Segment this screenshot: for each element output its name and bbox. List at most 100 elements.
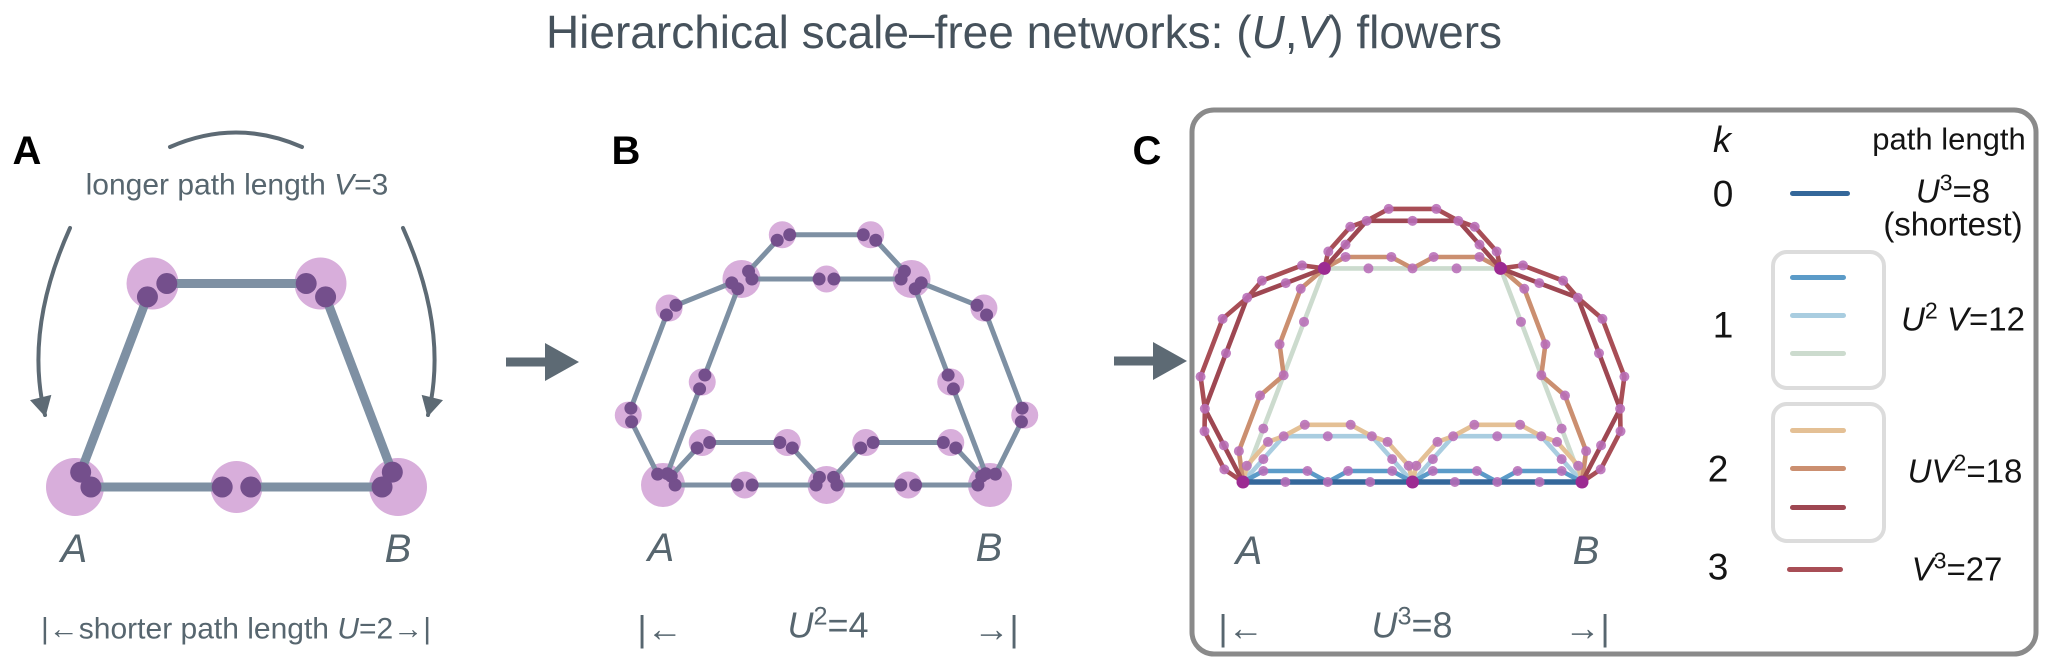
network-node [1432, 436, 1443, 447]
network-node [1619, 371, 1630, 382]
network-node [1540, 339, 1551, 350]
network-node [1255, 390, 1266, 401]
edge-endpoint-dot [211, 476, 233, 498]
network-panel-a [46, 257, 427, 516]
edge-endpoint-dot [980, 308, 994, 322]
edge-endpoint-dot [315, 286, 337, 308]
network-node [1387, 454, 1398, 465]
path-VUV [1236, 254, 1589, 485]
network-edge [984, 314, 1025, 410]
panel-c-node-label-b: B [1572, 529, 1600, 573]
network-edge [951, 388, 989, 475]
network-node [1258, 454, 1269, 465]
network-hub-node [1575, 475, 1589, 489]
network-node [1386, 251, 1397, 262]
network-node [1558, 275, 1569, 286]
edge-endpoint-dot [371, 476, 393, 498]
network-node [1448, 431, 1459, 442]
arrow-b-to-c-icon [1114, 342, 1187, 380]
network-node [1366, 431, 1377, 442]
legend-swatch [1790, 427, 1846, 433]
edge-endpoint-dot [1015, 401, 1029, 415]
network-edge [664, 388, 702, 475]
network-node [1256, 275, 1267, 286]
edge-endpoint-dot [742, 264, 756, 278]
network-edge [628, 314, 669, 410]
panel-a-letter: A [12, 129, 42, 173]
network-node [1262, 436, 1273, 447]
network-edge [746, 238, 780, 274]
network-node [1242, 292, 1253, 303]
panel-a-node-label-a: A [60, 527, 88, 571]
network-node [1258, 465, 1269, 476]
network-node [1322, 431, 1333, 442]
network-node [1241, 460, 1252, 471]
network-node [1469, 221, 1480, 232]
edge-endpoint-dot [693, 382, 707, 396]
network-node [1449, 477, 1460, 487]
panel-c-caption-left: |← [1218, 607, 1264, 649]
edge-endpoint-dot [70, 461, 92, 483]
network-node [1217, 313, 1228, 324]
network-edge [873, 238, 907, 274]
network-node [1556, 423, 1567, 434]
legend-swatch [1790, 190, 1850, 196]
edge-endpoint-dot [827, 470, 841, 484]
network-node [1218, 440, 1229, 451]
edge-endpoint-dot [812, 272, 826, 286]
panel-c-letter: C [1132, 129, 1162, 173]
edge-endpoint-dot [812, 470, 826, 484]
panel-b-caption-mid: U2=4 [787, 602, 869, 646]
network-node [1383, 203, 1394, 214]
network-node [1302, 465, 1313, 476]
network-node [894, 471, 922, 499]
panel-b-caption-right: →| [973, 608, 1019, 650]
network-node [1340, 239, 1351, 250]
legend-swatch [1790, 312, 1846, 318]
network-edge [790, 446, 822, 480]
arc-top [168, 130, 304, 149]
network-node [1597, 313, 1608, 324]
edge-endpoint-dot [651, 467, 665, 481]
legend: k path length 0 U3=8 (shortest) 1 U2 V=12 2 UV… [1700, 110, 2048, 660]
edge-endpoint-dot [988, 467, 1002, 481]
network-node [1345, 419, 1356, 430]
legend-path-length-label: U2 V=12 [1901, 297, 2025, 338]
edge-endpoint-dot [624, 401, 638, 415]
edge-endpoint-dot [936, 435, 950, 449]
network-node [1411, 460, 1422, 471]
edge-endpoint-dot [854, 441, 868, 455]
network-hub-node [1317, 261, 1331, 275]
panel-b-node-label-a: A [647, 526, 675, 570]
network-node [1615, 426, 1626, 437]
network-node [1512, 465, 1523, 476]
network-node [1556, 465, 1567, 476]
network-node [1536, 370, 1547, 381]
network-node [1323, 246, 1334, 257]
network-node [1278, 370, 1289, 381]
edge-endpoint-dot [979, 467, 993, 481]
network-node [731, 471, 759, 499]
edge-endpoint-dot [941, 368, 955, 382]
legend-group-box [1771, 402, 1886, 543]
network-edge [321, 295, 397, 474]
edge-endpoint-dot [946, 382, 960, 396]
panel-a-caption: |←shorter path length U=2→| [41, 612, 431, 646]
panel-a-annotation: longer path length V=3 [85, 168, 389, 202]
edge-endpoint-dot [698, 368, 712, 382]
network-node [1453, 215, 1464, 226]
edge-endpoint-dot [669, 298, 683, 312]
legend-swatch [1790, 465, 1846, 471]
legend-group-box [1771, 250, 1886, 390]
network-node [1534, 278, 1545, 289]
network-node [1519, 283, 1530, 294]
network-node [1280, 477, 1291, 487]
edge-endpoint-dot [136, 286, 158, 308]
network-node [1536, 431, 1547, 442]
legend-k-value: 3 [1707, 546, 1729, 588]
network-node [1195, 371, 1206, 382]
legend-k-value: 2 [1707, 448, 1729, 490]
network-node [1345, 221, 1356, 232]
edge-endpoint-dot [660, 467, 674, 481]
legend-header-k: k [1713, 119, 1731, 161]
